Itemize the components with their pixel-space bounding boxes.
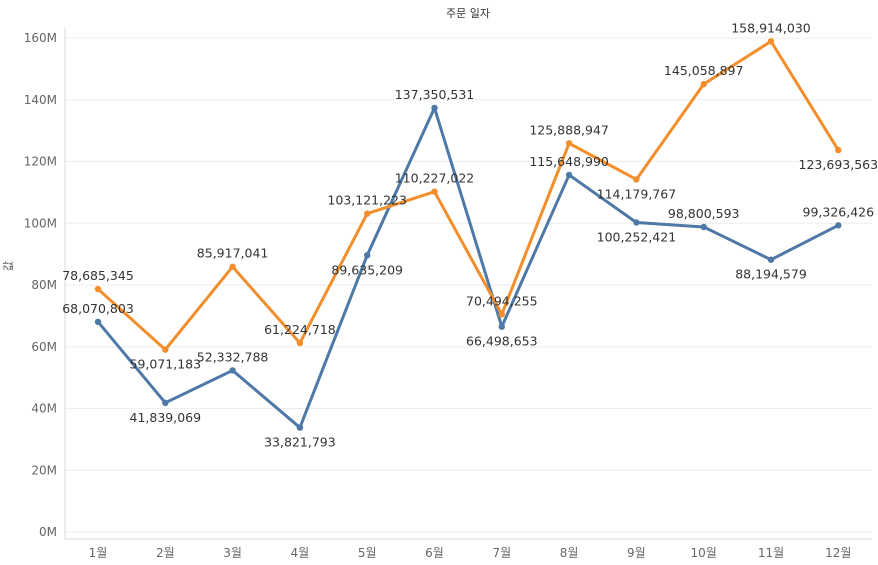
data-point[interactable] [229, 367, 236, 374]
y-tick-label: 40M [31, 402, 57, 416]
data-label: 100,252,421 [597, 229, 677, 244]
data-point[interactable] [431, 188, 438, 195]
chart-title: 주문 일자 [446, 6, 490, 20]
data-label: 66,498,653 [466, 334, 538, 349]
data-label: 123,693,563 [799, 157, 878, 172]
data-label: 98,800,593 [668, 206, 740, 221]
data-label: 70,494,255 [466, 293, 538, 308]
data-label: 61,224,718 [264, 322, 336, 337]
data-point[interactable] [767, 256, 775, 263]
data-point[interactable] [835, 146, 842, 154]
x-tick-label: 2월 [156, 546, 175, 560]
data-point[interactable] [94, 285, 102, 293]
y-tick-label: 160M [24, 31, 57, 45]
y-tick-label: 0M [39, 525, 57, 539]
data-point[interactable] [498, 323, 505, 330]
x-tick-label: 12월 [825, 546, 851, 560]
x-tick-label: 7월 [492, 546, 511, 560]
data-label: 52,332,788 [197, 349, 269, 364]
x-tick-label: 11월 [758, 546, 784, 560]
data-point[interactable] [94, 318, 102, 326]
data-label: 88,194,579 [735, 267, 807, 282]
data-label: 78,685,345 [62, 268, 134, 283]
x-tick-label: 3월 [223, 546, 242, 560]
data-point[interactable] [767, 38, 775, 45]
y-tick-label: 80M [31, 278, 57, 292]
data-label: 158,914,030 [731, 20, 811, 35]
y-tick-label: 140M [24, 93, 57, 107]
data-point[interactable] [229, 263, 236, 270]
data-label: 89,635,209 [331, 262, 403, 277]
series-line-2 [96, 39, 840, 352]
data-point[interactable] [700, 80, 707, 88]
data-label: 59,071,183 [130, 357, 202, 372]
data-label: 41,839,069 [130, 410, 202, 425]
data-label: 114,179,767 [597, 186, 677, 201]
data-label: 137,350,531 [395, 87, 475, 102]
data-label: 125,888,947 [529, 122, 609, 137]
data-point[interactable] [565, 140, 573, 147]
x-tick-label: 10월 [691, 546, 717, 560]
data-labels: 68,070,803 41,839,069 52,332,788 33,821,793… [62, 20, 878, 449]
data-label: 85,917,041 [197, 246, 269, 261]
y-tick-label: 20M [31, 463, 57, 477]
gridlines [65, 37, 872, 533]
data-label: 115,648,990 [529, 154, 609, 169]
y-tick-label: 120M [24, 155, 57, 169]
data-point[interactable] [364, 252, 371, 259]
data-point[interactable] [835, 222, 842, 229]
data-label: 99,326,426 [803, 204, 875, 219]
data-label: 103,121,223 [327, 193, 407, 208]
x-tick-label: 9월 [627, 546, 646, 560]
y-tick-label: 60M [31, 340, 57, 354]
x-tick-label: 8월 [560, 546, 579, 560]
x-tick-label: 6월 [425, 546, 444, 560]
data-point[interactable] [633, 176, 640, 183]
y-tick-label: 100M [24, 216, 57, 230]
x-tick-label: 4월 [291, 546, 310, 560]
data-point[interactable] [431, 104, 438, 112]
data-point[interactable] [700, 223, 707, 231]
data-point[interactable] [296, 424, 304, 431]
data-label: 33,821,793 [264, 435, 336, 450]
data-label: 145,058,897 [664, 63, 744, 78]
data-point[interactable] [565, 171, 573, 179]
x-tick-label: 5월 [358, 546, 377, 560]
series-line-1 [96, 106, 839, 430]
axes: 0M 20M 40M 60M 80M 100M 120M 140M 160M 1월 2월 3월 4월 5월… [24, 28, 872, 560]
data-points [94, 38, 842, 431]
series-lines [96, 39, 840, 430]
data-point[interactable] [364, 210, 371, 217]
data-point[interactable] [498, 311, 505, 318]
data-point[interactable] [296, 339, 304, 347]
data-point[interactable] [633, 219, 640, 226]
data-point[interactable] [162, 399, 169, 407]
data-label: 68,070,803 [62, 301, 134, 316]
y-axis-label: 값 [2, 261, 15, 271]
data-label: 110,227,022 [395, 171, 475, 186]
data-point[interactable] [162, 346, 169, 353]
x-tick-label: 1월 [89, 546, 108, 560]
